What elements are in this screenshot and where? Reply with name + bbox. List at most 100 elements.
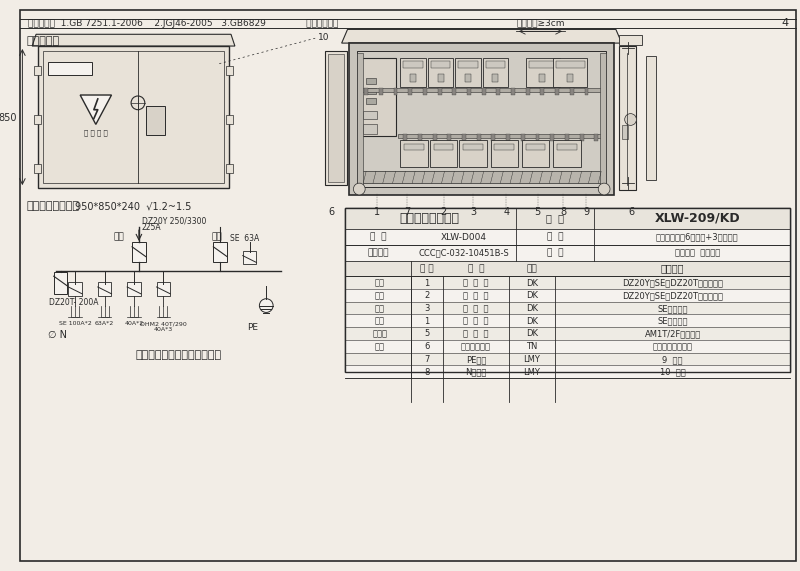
Bar	[477, 134, 481, 141]
Bar	[556, 61, 585, 67]
Text: 断  路  器: 断 路 器	[463, 279, 489, 288]
Text: 代号: 代号	[526, 264, 537, 273]
Bar	[494, 144, 514, 150]
Bar	[565, 134, 569, 141]
Text: DK: DK	[526, 317, 538, 325]
Text: 标准化: 标准化	[372, 329, 387, 339]
Bar	[526, 88, 530, 95]
Polygon shape	[32, 34, 235, 46]
Bar	[423, 88, 427, 95]
Text: 4: 4	[503, 207, 510, 216]
Text: 1: 1	[424, 317, 430, 325]
Bar	[345, 327, 790, 340]
Bar	[511, 88, 515, 95]
Text: 施工现场  级分配电: 施工现场 级分配电	[674, 248, 720, 257]
Text: 3: 3	[470, 207, 476, 216]
Polygon shape	[80, 95, 111, 124]
Text: 40A*2: 40A*2	[125, 321, 144, 326]
Bar	[325, 51, 346, 185]
Bar	[345, 289, 790, 301]
Bar	[646, 56, 656, 180]
Bar	[438, 74, 443, 82]
Bar	[366, 88, 376, 94]
Text: 总装配图：: 总装配图：	[26, 36, 59, 46]
Circle shape	[131, 96, 145, 110]
Bar	[455, 58, 481, 87]
Bar	[69, 282, 82, 296]
Bar	[496, 88, 500, 95]
Bar	[398, 134, 604, 138]
Text: 主要配件: 主要配件	[661, 263, 685, 274]
Bar	[594, 134, 598, 141]
Text: TN: TN	[526, 342, 538, 351]
Bar	[570, 88, 574, 95]
Text: DZ20Y（SE、DZ20T）透明系列: DZ20Y（SE、DZ20T）透明系列	[622, 291, 723, 300]
Bar	[553, 140, 581, 167]
Text: 校核: 校核	[375, 304, 385, 313]
Text: 电器连接原理图：: 电器连接原理图：	[26, 201, 79, 211]
Bar	[146, 106, 166, 135]
Text: 断  路  器: 断 路 器	[463, 291, 489, 300]
Text: 哈尔滨市龙瑞电气成套设备厂: 哈尔滨市龙瑞电气成套设备厂	[135, 349, 221, 360]
Bar	[34, 66, 41, 75]
Text: 225A: 225A	[142, 223, 162, 232]
Bar	[345, 229, 790, 245]
Text: 6: 6	[629, 207, 634, 216]
Circle shape	[625, 114, 637, 126]
Text: SE  63A: SE 63A	[230, 235, 259, 243]
Bar	[458, 61, 478, 67]
Bar	[465, 74, 471, 82]
Text: 1: 1	[374, 207, 380, 216]
Bar	[345, 208, 790, 372]
Bar	[363, 111, 377, 119]
Bar	[358, 51, 606, 187]
Circle shape	[598, 183, 610, 195]
Text: 断  路  器: 断 路 器	[463, 304, 489, 313]
Text: 设计: 设计	[375, 279, 385, 288]
Bar	[226, 66, 233, 75]
Text: PE端子: PE端子	[466, 355, 486, 364]
Text: 10: 10	[318, 33, 330, 42]
Text: LMY: LMY	[523, 355, 540, 364]
Bar	[462, 134, 466, 141]
Text: SE透明系列: SE透明系列	[658, 317, 688, 325]
Text: 有 电 危 险: 有 电 危 险	[84, 129, 108, 136]
Bar	[482, 88, 486, 95]
Bar	[54, 272, 67, 294]
Bar	[526, 144, 546, 150]
Bar	[363, 124, 377, 134]
Text: 6: 6	[329, 207, 335, 216]
Text: 序 号: 序 号	[420, 264, 434, 273]
Text: XLW-D004: XLW-D004	[441, 232, 487, 242]
Bar	[226, 115, 233, 124]
Bar	[345, 340, 790, 352]
Text: 5: 5	[424, 329, 430, 339]
Bar	[157, 282, 170, 296]
Bar	[580, 134, 583, 141]
Bar	[366, 98, 376, 104]
Text: DK: DK	[526, 329, 538, 339]
Bar	[127, 282, 141, 296]
Text: AM1T/2F透明系列: AM1T/2F透明系列	[645, 329, 701, 339]
Text: 日期: 日期	[375, 342, 385, 351]
Text: 850: 850	[0, 112, 17, 123]
Bar	[359, 88, 604, 92]
Bar	[38, 46, 229, 188]
Text: 1: 1	[424, 279, 430, 288]
Bar	[600, 53, 606, 185]
Bar	[345, 208, 790, 372]
Bar	[506, 134, 510, 141]
Bar	[486, 61, 506, 67]
Text: XLW-209/KD: XLW-209/KD	[654, 212, 740, 225]
Text: ∅ N: ∅ N	[48, 330, 67, 340]
Bar	[34, 163, 41, 174]
Bar	[408, 88, 412, 95]
Text: 2: 2	[424, 291, 430, 300]
Bar	[366, 78, 376, 85]
Bar	[364, 88, 368, 95]
Text: DZ20T- 200A: DZ20T- 200A	[49, 297, 98, 307]
Text: 级分配电箱（6路动力+3路照明）: 级分配电箱（6路动力+3路照明）	[656, 232, 738, 242]
Bar	[418, 134, 422, 141]
Bar	[401, 140, 428, 167]
Text: 950*850*240  √1.2~1.5: 950*850*240 √1.2~1.5	[75, 202, 191, 212]
